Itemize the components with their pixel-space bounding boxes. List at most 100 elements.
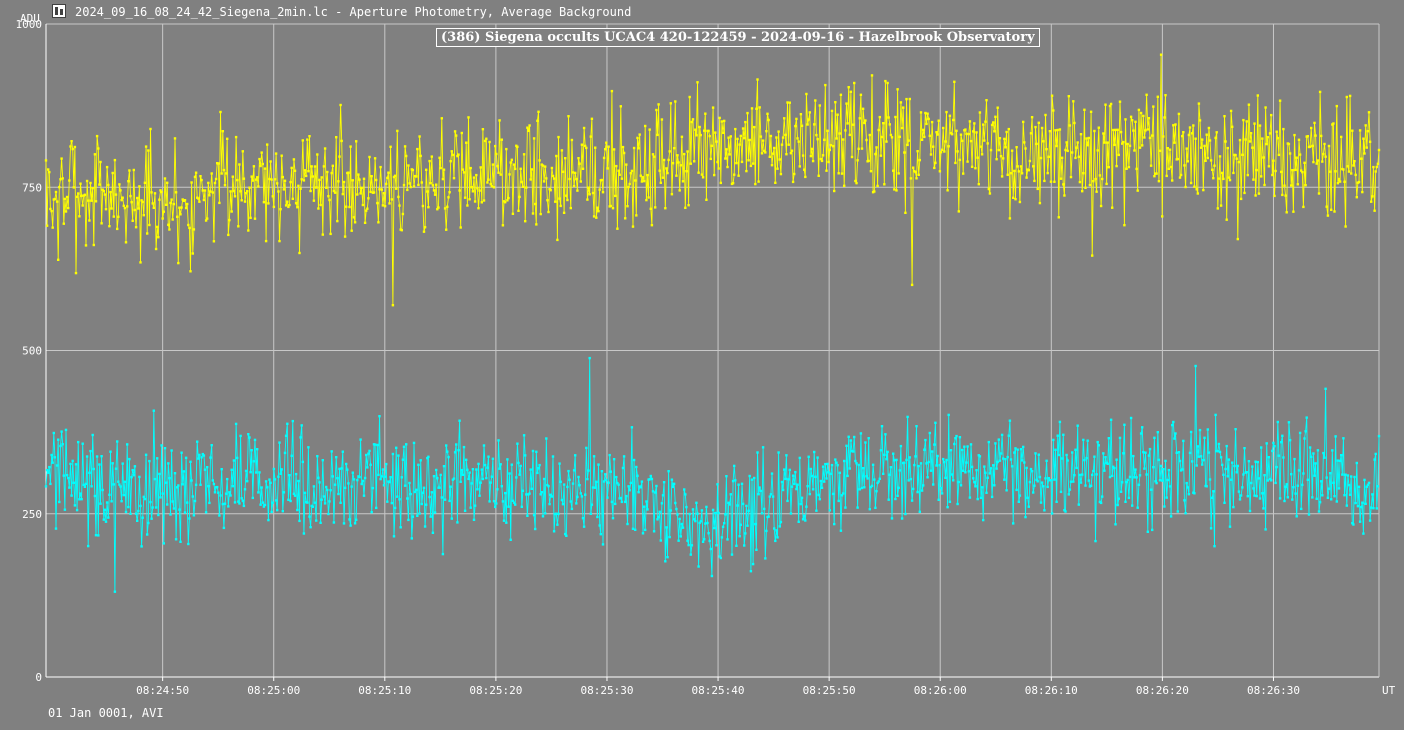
data-point	[470, 186, 473, 189]
data-point	[718, 555, 721, 558]
data-point	[707, 532, 710, 535]
x-tick-label: 08:26:30	[1247, 684, 1300, 697]
data-point	[1229, 478, 1233, 481]
data-point	[620, 177, 624, 180]
data-point	[1147, 117, 1151, 120]
data-point	[695, 134, 698, 137]
data-point	[1076, 141, 1079, 144]
data-point	[283, 451, 287, 455]
data-point	[58, 185, 61, 189]
data-point	[83, 485, 87, 488]
data-point	[1057, 453, 1060, 457]
data-point	[1083, 458, 1086, 462]
data-point	[686, 150, 689, 153]
data-point	[1084, 484, 1087, 487]
data-point	[999, 155, 1003, 158]
data-point	[449, 485, 452, 488]
data-point	[879, 154, 883, 157]
data-point	[1341, 473, 1344, 476]
data-point	[439, 166, 442, 170]
data-point	[253, 217, 257, 220]
data-point	[1360, 157, 1363, 160]
data-point	[871, 463, 875, 466]
data-point	[1216, 207, 1219, 210]
data-point	[894, 497, 897, 501]
data-point	[270, 178, 273, 181]
data-point	[1108, 104, 1112, 108]
data-point	[1182, 131, 1185, 134]
data-point	[787, 143, 790, 146]
data-point	[568, 478, 571, 481]
data-point	[963, 445, 966, 448]
data-point	[433, 193, 437, 196]
data-point	[838, 132, 841, 135]
data-point	[109, 190, 112, 194]
data-point	[1156, 95, 1159, 98]
data-point	[274, 499, 278, 502]
data-point	[75, 195, 79, 198]
data-point	[111, 462, 114, 465]
data-point	[292, 492, 296, 495]
x-tick-label: 08:25:30	[580, 684, 633, 697]
data-point	[975, 131, 978, 134]
data-point	[1071, 451, 1074, 454]
data-point	[922, 128, 925, 132]
data-point	[1114, 523, 1117, 526]
data-point	[765, 130, 768, 133]
data-point	[74, 271, 78, 275]
data-point	[207, 181, 210, 185]
data-point	[634, 179, 637, 182]
data-point	[50, 209, 53, 213]
data-point	[701, 540, 705, 543]
data-point	[877, 480, 880, 483]
data-point	[57, 438, 60, 441]
data-point	[855, 462, 858, 465]
data-point	[1212, 177, 1215, 180]
data-point	[313, 501, 317, 504]
data-point	[970, 165, 974, 168]
data-point	[1297, 138, 1301, 141]
data-point	[1312, 452, 1315, 455]
data-point	[1054, 129, 1057, 132]
data-point	[950, 473, 954, 476]
data-point	[681, 180, 685, 183]
data-point	[407, 518, 410, 522]
data-point	[447, 196, 450, 199]
data-point	[1224, 467, 1227, 471]
data-point	[187, 542, 190, 546]
data-point	[220, 468, 223, 471]
data-point	[286, 200, 289, 203]
data-point	[139, 504, 142, 508]
data-point	[519, 167, 522, 170]
data-point	[1030, 470, 1034, 473]
data-point	[1007, 127, 1010, 131]
data-point	[236, 456, 239, 460]
data-point	[120, 198, 123, 202]
data-point	[301, 139, 304, 142]
data-point	[246, 480, 249, 483]
data-point	[539, 212, 542, 216]
data-point	[690, 120, 694, 124]
data-point	[634, 528, 637, 531]
data-point	[1067, 493, 1070, 496]
data-point	[189, 460, 192, 463]
data-point	[1049, 180, 1053, 183]
data-point	[262, 201, 266, 204]
data-point	[1193, 492, 1196, 495]
data-point	[1328, 170, 1332, 173]
data-point	[910, 499, 914, 502]
data-point	[888, 123, 891, 126]
data-point	[793, 482, 796, 486]
data-point	[1113, 466, 1116, 470]
data-point	[549, 493, 552, 496]
data-point	[302, 179, 306, 182]
data-point	[815, 509, 818, 512]
data-point	[174, 538, 178, 541]
data-point	[252, 460, 256, 463]
data-point	[892, 452, 895, 455]
data-point	[1162, 135, 1165, 138]
data-point	[1332, 481, 1335, 484]
data-point	[491, 457, 495, 460]
data-point	[80, 498, 83, 501]
